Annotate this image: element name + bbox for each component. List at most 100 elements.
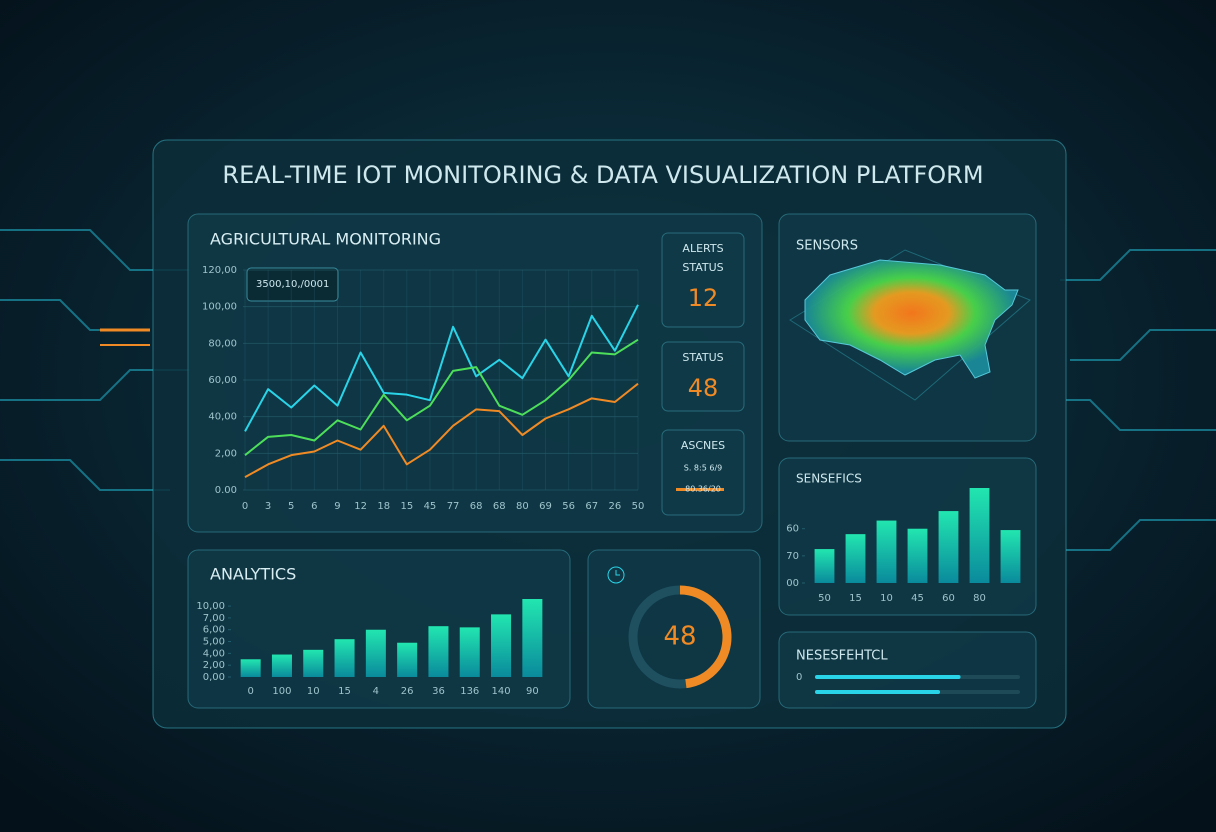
map <box>789 249 1031 401</box>
x-tick-label: 3 <box>265 501 271 512</box>
bar <box>938 511 959 583</box>
card-value: 12 <box>688 284 719 312</box>
x-tick-label: 9 <box>334 501 340 512</box>
line <box>244 382 639 479</box>
bar <box>240 659 261 677</box>
card-label: ALERTS <box>682 242 723 255</box>
x-tick-label: 26 <box>401 686 414 697</box>
y-tick-label: 0.00 <box>215 485 237 496</box>
y-tick-label: 60,00 <box>208 375 237 386</box>
x-tick-label: 60 <box>942 593 955 604</box>
y-tick-label: 100,00 <box>202 302 237 313</box>
axis-label: 0 <box>796 672 802 683</box>
y-tick-label: 70 <box>786 551 799 562</box>
card <box>661 429 745 516</box>
bar <box>271 654 292 677</box>
bar <box>459 627 480 677</box>
x-tick-label: 68 <box>493 501 506 512</box>
bar <box>428 626 449 677</box>
progress-bar <box>815 675 961 679</box>
x-tick-label: 36 <box>432 686 445 697</box>
bar <box>303 649 324 677</box>
bar <box>907 528 928 583</box>
x-tick-label: 56 <box>562 501 575 512</box>
card-line-text: S. 8:5 6/9 <box>684 464 722 473</box>
progress-panel <box>778 631 1037 709</box>
x-tick-label: 12 <box>354 501 367 512</box>
y-tick-label: 120,00 <box>202 265 237 276</box>
panel-title: ANALYTICS <box>210 565 296 584</box>
card-label: ASCNES <box>681 439 725 452</box>
x-tick-label: 4 <box>373 686 379 697</box>
bar <box>814 549 835 583</box>
page-title: REAL-TIME IOT MONITORING & DATA VISUALIZ… <box>222 161 983 189</box>
panel-title: SENSORS <box>796 239 858 254</box>
y-tick-label: 80,00 <box>208 338 237 349</box>
x-tick-label: 50 <box>632 501 645 512</box>
x-tick-label: 45 <box>424 501 437 512</box>
x-tick-label: 45 <box>911 593 924 604</box>
y-tick-label: 00 <box>786 578 799 589</box>
x-tick-label: 6 <box>311 501 317 512</box>
y-tick-label: 40,00 <box>208 412 237 423</box>
x-tick-label: 15 <box>849 593 862 604</box>
line <box>244 304 639 432</box>
bar <box>1000 530 1021 583</box>
annotation: 3500,10,/0001 <box>256 279 329 290</box>
x-tick-label: 77 <box>447 501 460 512</box>
y-tick-label: 6,00 <box>203 625 225 636</box>
bar <box>491 614 512 677</box>
card <box>661 232 745 328</box>
x-tick-label: 136 <box>460 686 479 697</box>
y-tick-label: 60 <box>786 524 799 535</box>
y-tick-label: 2,00 <box>215 448 237 459</box>
panel-title: SENSEFICS <box>796 472 862 486</box>
x-tick-label: 5 <box>288 501 294 512</box>
circuit-lines <box>0 229 1216 551</box>
x-tick-label: 80 <box>516 501 529 512</box>
x-tick-label: 140 <box>492 686 511 697</box>
x-tick-label: 15 <box>338 686 351 697</box>
gauge-arc <box>679 585 732 689</box>
clock-icon <box>607 566 625 584</box>
us-map <box>804 259 1019 379</box>
card-line <box>676 488 724 491</box>
x-tick-label: 18 <box>377 501 390 512</box>
y-tick-label: 5,00 <box>203 637 225 648</box>
x-tick-label: 10 <box>880 593 893 604</box>
card-label: STATUS <box>682 261 723 274</box>
x-tick-label: 67 <box>585 501 598 512</box>
x-tick-label: 69 <box>539 501 552 512</box>
card-value: 48 <box>688 374 719 402</box>
bar <box>397 642 418 677</box>
gauge-value: 48 <box>663 622 696 652</box>
bar <box>876 520 897 583</box>
card-label: STATUS <box>682 351 723 364</box>
bar <box>334 639 355 677</box>
x-tick-label: 0 <box>242 501 248 512</box>
x-tick-label: 100 <box>272 686 291 697</box>
x-tick-label: 80 <box>973 593 986 604</box>
card <box>661 341 745 412</box>
x-tick-label: 26 <box>609 501 622 512</box>
x-tick-label: 0 <box>247 686 253 697</box>
y-tick-label: 7,00 <box>203 613 225 624</box>
y-tick-label: 4,00 <box>203 648 225 659</box>
line <box>244 338 639 456</box>
bar <box>969 488 990 583</box>
x-tick-label: 90 <box>526 686 539 697</box>
bar <box>845 534 866 583</box>
bar <box>365 629 386 677</box>
x-tick-label: 15 <box>400 501 413 512</box>
y-tick-label: 0,00 <box>203 672 225 683</box>
x-tick-label: 50 <box>818 593 831 604</box>
y-tick-label: 2,00 <box>203 660 225 671</box>
y-tick-label: 10,00 <box>196 601 225 612</box>
x-tick-label: 68 <box>470 501 483 512</box>
panel-title: NESESFEHTCL <box>796 649 888 664</box>
bar <box>522 599 543 677</box>
panel-title: AGRICULTURAL MONITORING <box>210 230 441 249</box>
x-tick-label: 10 <box>307 686 320 697</box>
card-line-text: 80.36/20 <box>685 485 721 494</box>
